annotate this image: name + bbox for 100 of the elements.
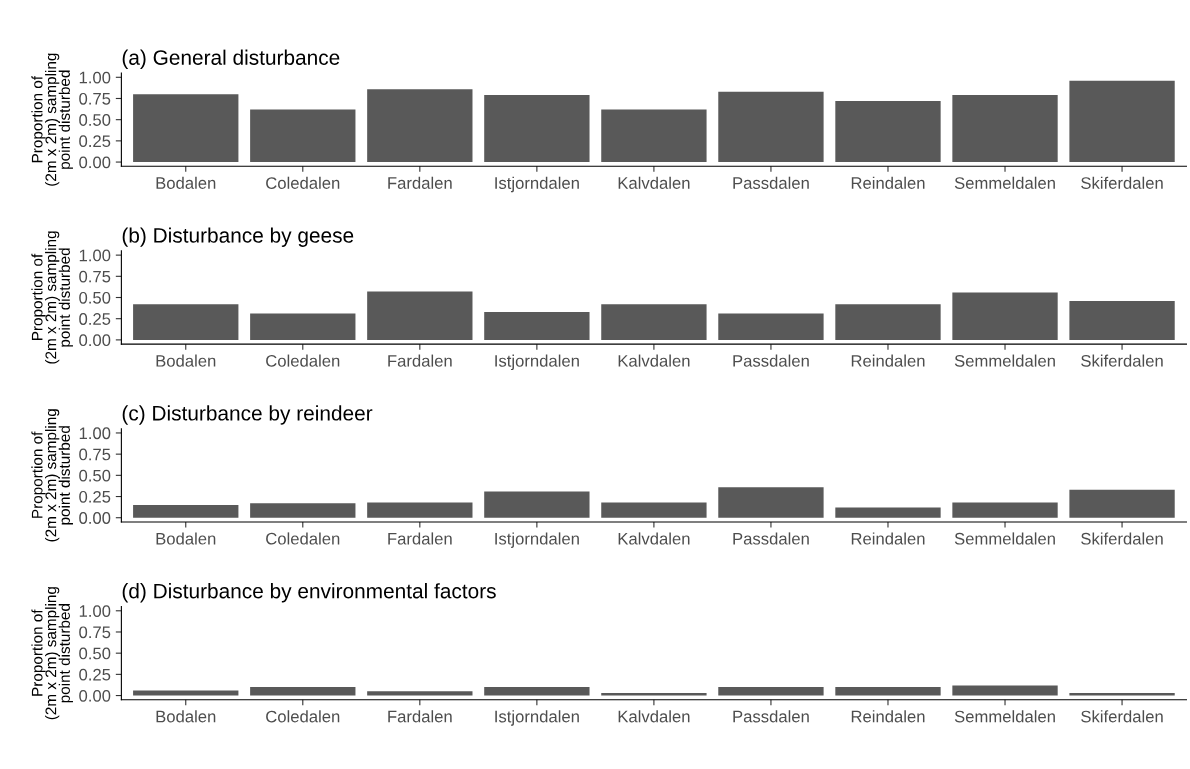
- bar: [952, 95, 1058, 163]
- bar: [952, 685, 1058, 696]
- x-tick-label: Coledalen: [266, 176, 340, 189]
- bar: [718, 313, 824, 340]
- chart-title: (b) Disturbance by geese: [122, 227, 354, 247]
- bar: [367, 291, 473, 340]
- bar: [718, 687, 824, 696]
- y-tick-label: 0.00: [79, 689, 111, 702]
- bar: [601, 109, 707, 163]
- x-tick-label: Istjorndalen: [495, 176, 579, 193]
- bar: [835, 507, 941, 518]
- x-tick-label: Kalvdalen: [618, 354, 690, 367]
- y-tick-label: 0.50: [79, 469, 111, 482]
- x-tick-label: Reindalen: [851, 354, 925, 367]
- bar: [484, 95, 590, 163]
- y-tick-label: 0.25: [79, 668, 111, 681]
- x-tick-label: Skiferdalen: [1081, 176, 1163, 189]
- x-tick-label: Passdalen: [733, 176, 809, 189]
- bar: [718, 487, 824, 518]
- bar: [952, 292, 1058, 340]
- y-tick-label: 0.00: [79, 334, 111, 347]
- x-tick-label: Kalvdalen: [618, 176, 690, 189]
- x-tick-label: Coledalen: [266, 710, 340, 723]
- x-tick-label: Passdalen: [733, 710, 809, 723]
- y-tick-label: 0.00: [79, 156, 111, 169]
- x-tick-label: Bodalen: [156, 532, 216, 545]
- bar: [1069, 693, 1175, 696]
- y-tick-label: 0.25: [79, 135, 111, 148]
- y-tick-label: 0.75: [79, 270, 111, 283]
- x-tick-label: Semmeldalen: [954, 176, 1055, 189]
- bar: [601, 304, 707, 340]
- x-tick-label: Semmeldalen: [954, 532, 1055, 545]
- bar: [484, 491, 590, 518]
- bar: [133, 304, 239, 340]
- y-tick-label: 0.50: [79, 114, 111, 126]
- bar: [250, 109, 356, 163]
- x-tick-label: Reindalen: [851, 532, 925, 545]
- x-tick-label: Fardalen: [388, 710, 452, 723]
- x-tick-label: Bodalen: [156, 710, 216, 723]
- bar: [718, 91, 824, 163]
- y-axis-title: Proportion of (2m x 2m) sampling point disturbed: [31, 53, 73, 186]
- bar: [367, 89, 473, 163]
- bar: [250, 503, 356, 518]
- bar: [601, 693, 707, 696]
- y-tick-label: 1.00: [79, 605, 111, 617]
- x-tick-label: Reindalen: [851, 176, 925, 189]
- bar: [133, 94, 239, 163]
- bar: [133, 690, 239, 696]
- bar: [484, 311, 590, 340]
- y-tick-label: 1.00: [79, 427, 111, 440]
- x-tick-label: Kalvdalen: [618, 532, 690, 545]
- bar: [601, 502, 707, 518]
- bar: [484, 687, 590, 696]
- y-tick-label: 0.00: [79, 512, 111, 524]
- x-tick-label: Fardalen: [388, 176, 452, 189]
- x-tick-label: Fardalen: [388, 532, 452, 545]
- y-axis-title: Proportion of (2m x 2m) sampling point disturbed: [31, 587, 73, 720]
- y-tick-label: 0.25: [79, 490, 111, 503]
- bar: [133, 505, 239, 518]
- x-tick-label: Istjorndalen: [495, 532, 579, 548]
- y-tick-label: 0.50: [79, 291, 111, 304]
- x-tick-label: Istjorndalen: [495, 354, 579, 371]
- x-tick-label: Bodalen: [156, 176, 216, 189]
- y-tick-label: 1.00: [79, 249, 111, 262]
- y-tick-label: 0.75: [79, 448, 111, 461]
- x-tick-label: Passdalen: [733, 532, 809, 545]
- x-tick-label: Coledalen: [266, 354, 340, 367]
- bar: [367, 502, 473, 518]
- bar: [835, 304, 941, 340]
- x-tick-label: Bodalen: [156, 354, 216, 367]
- chart-title: (a) General disturbance: [122, 49, 340, 70]
- y-tick-label: 1.00: [79, 71, 111, 84]
- y-tick-label: 0.75: [79, 626, 111, 639]
- bar: [1069, 300, 1175, 340]
- y-tick-label: 0.25: [79, 313, 111, 325]
- x-tick-label: Coledalen: [266, 532, 340, 545]
- chart-title: (c) Disturbance by reindeer: [122, 405, 373, 425]
- bar: [835, 101, 941, 163]
- bar: [367, 691, 473, 696]
- bar: [250, 313, 356, 340]
- bar: [1069, 489, 1175, 518]
- bar: [250, 687, 356, 696]
- x-tick-label: Passdalen: [733, 354, 809, 367]
- y-axis-title: Proportion of (2m x 2m) sampling point disturbed: [31, 409, 73, 542]
- x-tick-label: Semmeldalen: [954, 354, 1055, 367]
- bar: [835, 687, 941, 696]
- x-tick-label: Semmeldalen: [954, 710, 1055, 723]
- x-tick-label: Skiferdalen: [1081, 354, 1163, 367]
- bar: [952, 502, 1058, 518]
- x-tick-label: Kalvdalen: [618, 710, 690, 723]
- x-tick-label: Skiferdalen: [1081, 532, 1163, 545]
- chart-title: (d) Disturbance by environmental factors: [122, 583, 496, 603]
- y-tick-label: 0.75: [79, 92, 111, 105]
- y-tick-label: 0.50: [79, 647, 111, 660]
- x-tick-label: Skiferdalen: [1081, 710, 1163, 723]
- x-tick-label: Reindalen: [851, 710, 925, 723]
- x-tick-label: Fardalen: [388, 354, 452, 367]
- y-axis-title: Proportion of (2m x 2m) sampling point disturbed: [31, 231, 73, 364]
- bar: [1069, 80, 1175, 163]
- x-tick-label: Istjorndalen: [495, 710, 579, 726]
